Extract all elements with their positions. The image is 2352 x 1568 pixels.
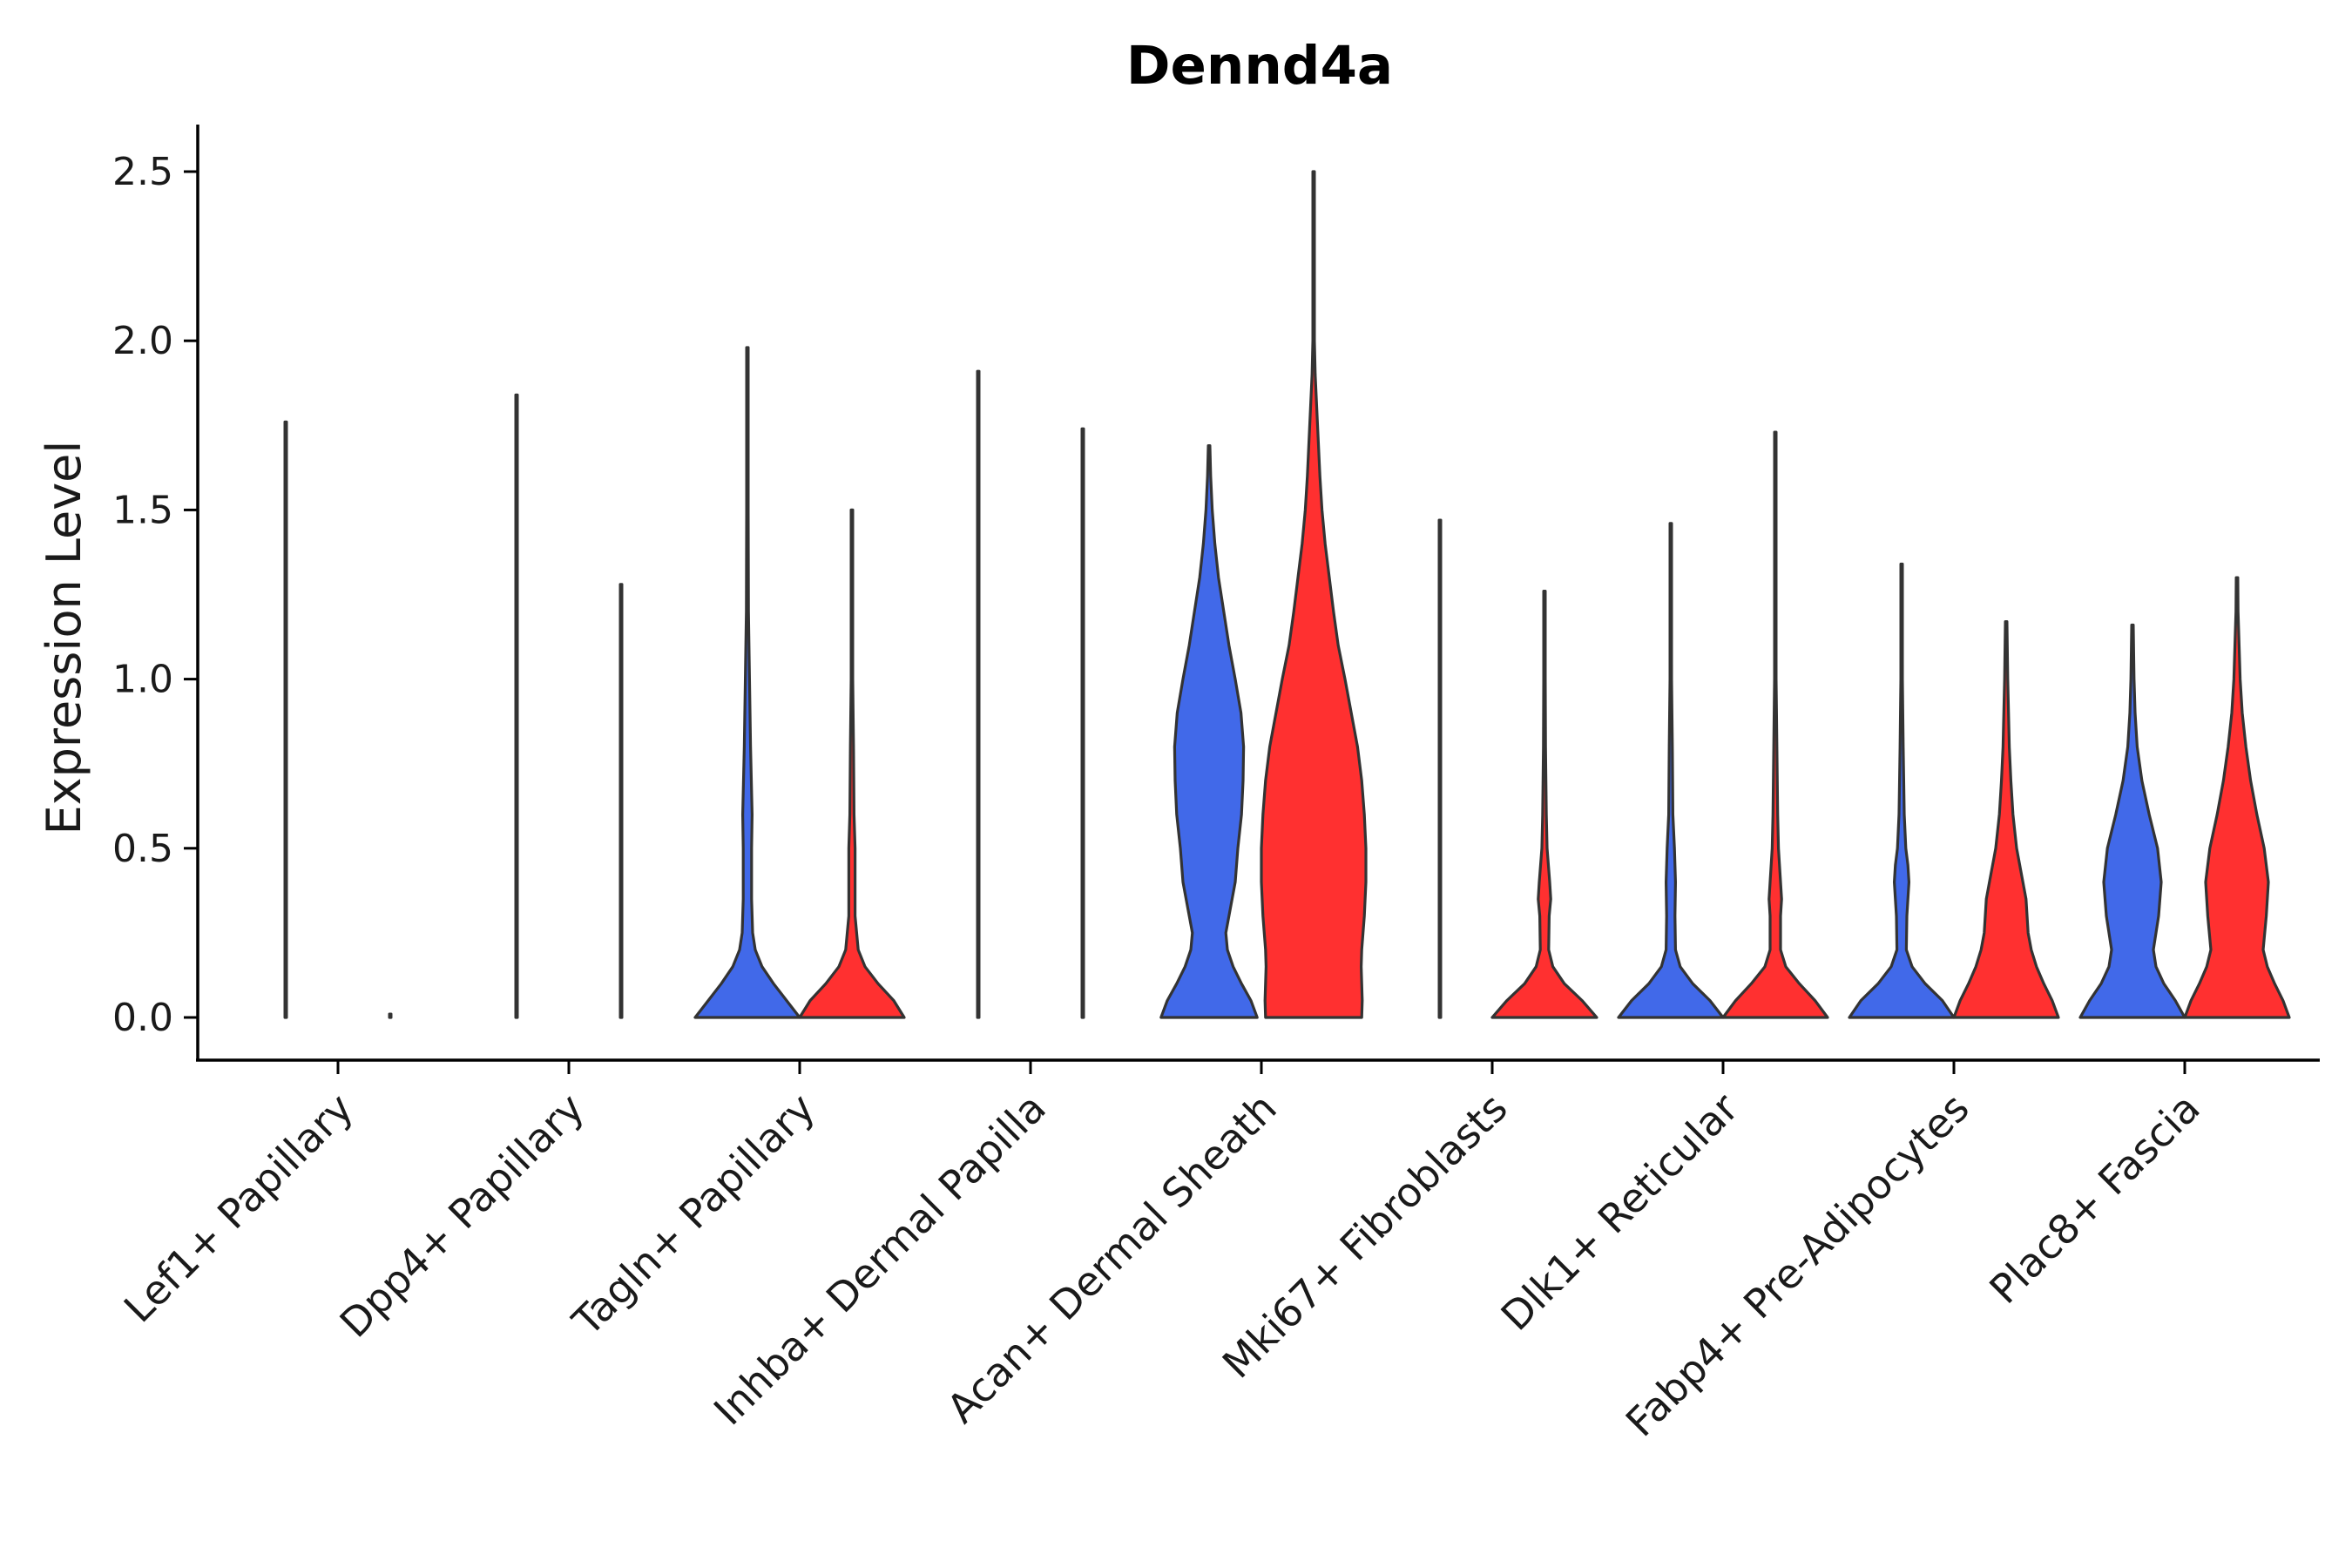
x-category-label: Tagln+ Papillary — [563, 1085, 824, 1346]
y-axis-label: Expression Level — [37, 441, 91, 835]
violin-group1 — [693, 346, 801, 1019]
y-tick-label: 2.0 — [112, 319, 173, 363]
violin-group1 — [1848, 562, 1956, 1019]
violin-group2 — [618, 583, 624, 1019]
violin-group2 — [1721, 430, 1829, 1019]
violin-group2 — [1260, 170, 1368, 1019]
violin-group2 — [798, 508, 906, 1019]
violin-group2 — [1490, 590, 1598, 1019]
violin-group1 — [1437, 518, 1443, 1019]
y-tick-label: 1.5 — [112, 488, 173, 532]
y-tick-label: 0.5 — [112, 827, 173, 871]
x-category-label: Plac8+ Fascia — [1980, 1085, 2208, 1313]
violins-layer — [283, 170, 2291, 1019]
y-tick-label: 1.0 — [112, 658, 173, 702]
y-tick-label: 0.0 — [112, 996, 173, 1040]
violin-group2 — [1952, 620, 2060, 1019]
axes-layer — [196, 125, 2320, 1062]
chart-title: Dennd4a — [1126, 35, 1393, 97]
x-category-label: Dlk1+ Reticular — [1492, 1085, 1747, 1340]
violin-group1 — [1159, 444, 1259, 1019]
y-ticks: 0.0 0.5 1.0 1.5 2.0 2.5 — [112, 150, 198, 1040]
violin-group1 — [976, 369, 981, 1019]
violin-group2 — [1080, 427, 1085, 1019]
violin-group1 — [1617, 522, 1725, 1019]
x-category-label: Lef1+ Papillary — [115, 1085, 362, 1332]
violin-group1 — [514, 393, 519, 1019]
violin-group2 — [2183, 576, 2291, 1019]
violin-group1 — [283, 420, 288, 1019]
x-category-label: Dpp4+ Papillary — [331, 1085, 593, 1347]
y-tick-label: 2.5 — [112, 150, 173, 194]
violin-group2 — [388, 1012, 393, 1019]
violin-group1 — [2078, 623, 2186, 1019]
